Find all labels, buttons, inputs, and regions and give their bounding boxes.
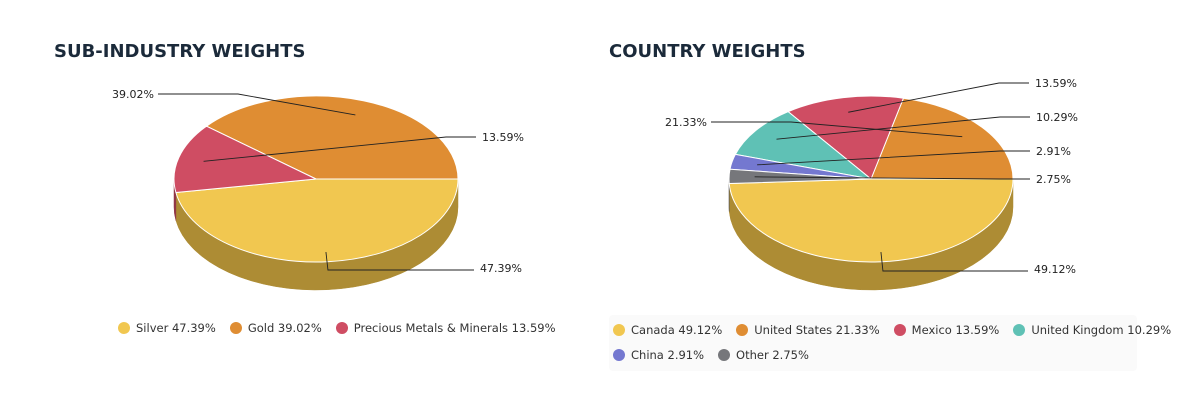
legend-item-china[interactable]: China 2.91% bbox=[613, 348, 704, 362]
connector-canada bbox=[880, 251, 1028, 272]
connector-precious-metals-minerals bbox=[203, 136, 476, 162]
pie-slice-gold[interactable] bbox=[205, 95, 459, 180]
country-title: COUNTRY WEIGHTS bbox=[609, 41, 806, 62]
legend-item-mexico[interactable]: Mexico 13.59% bbox=[893, 322, 1000, 337]
pie-data-labels: 47.39% 39.02% 13.59% bbox=[112, 88, 524, 275]
legend-label-mexico: Mexico 13.59% bbox=[911, 322, 1000, 337]
data-label-united-states: 21.33% bbox=[665, 116, 707, 129]
legend-label-other: Other 2.75% bbox=[736, 347, 809, 362]
data-label-mexico: 13.59% bbox=[1035, 77, 1077, 90]
data-label-precious-metals-minerals: 13.59% bbox=[482, 131, 524, 144]
country-panel: COUNTRY WEIGHTS 49.12% 21.33% 13.59% 10.29%… bbox=[555, 0, 1193, 404]
data-label-canada: 49.12% bbox=[1034, 263, 1076, 276]
data-label-silver: 47.39% bbox=[480, 262, 522, 275]
legend-dot-united-states bbox=[736, 323, 749, 336]
legend-label-china: China 2.91% bbox=[631, 347, 705, 362]
pie-slice-silver[interactable] bbox=[175, 178, 459, 263]
legend-item-united-states[interactable]: United States 21.33% bbox=[736, 322, 880, 337]
pie-slice-other[interactable] bbox=[728, 168, 872, 185]
legend-dot-china bbox=[613, 348, 625, 361]
connector-mexico bbox=[848, 82, 1029, 113]
legend-label-gold: Gold 39.02% bbox=[247, 320, 322, 335]
connector-silver bbox=[325, 251, 474, 271]
connector-united-kingdom bbox=[776, 116, 1030, 140]
legend-dot-other bbox=[718, 348, 731, 361]
country-legend: Canada 49.12% United States 21.33% Mexic… bbox=[609, 315, 1171, 371]
pie-slice-precious-metals-minerals[interactable] bbox=[173, 125, 317, 194]
sub-industry-title: SUB-INDUSTRY WEIGHTS bbox=[54, 41, 306, 62]
data-label-china: 2.91% bbox=[1036, 145, 1071, 158]
legend-item-canada[interactable]: Canada 49.12% bbox=[613, 323, 722, 337]
legend-dot-gold bbox=[229, 321, 242, 334]
legend-label-united-states: United States 21.33% bbox=[754, 322, 880, 337]
sub-industry-pie-chart: 47.39% 39.02% 13.59% bbox=[112, 88, 524, 291]
legend-dot-united-kingdom bbox=[1013, 323, 1026, 336]
pie-slice-canada[interactable] bbox=[728, 178, 1014, 263]
legend-label-canada: Canada 49.12% bbox=[631, 322, 723, 337]
sub-industry-legend: Silver 47.39% Gold 39.02% Precious Metal… bbox=[118, 315, 570, 340]
country-pie-chart: 49.12% 21.33% 13.59% 10.29% 2.91% 2.75% bbox=[665, 77, 1078, 291]
pie-slice-united-kingdom[interactable] bbox=[734, 111, 872, 180]
legend-label-silver: Silver 47.39% bbox=[136, 320, 216, 335]
data-label-gold: 39.02% bbox=[112, 88, 154, 101]
data-label-other: 2.75% bbox=[1036, 173, 1071, 186]
legend-dot-precious-metals bbox=[335, 321, 348, 334]
connector-china bbox=[757, 150, 1030, 166]
legend-label-united-kingdom: United Kingdom 10.29% bbox=[1031, 322, 1172, 337]
legend-dot-canada bbox=[613, 323, 625, 336]
legend-dot-silver bbox=[118, 321, 130, 334]
data-label-united-kingdom: 10.29% bbox=[1036, 111, 1078, 124]
pie-slice-united-states[interactable] bbox=[870, 97, 1014, 180]
sub-industry-panel: SUB-INDUSTRY WEIGHTS 47.39% 39.02% 13.59% … bbox=[0, 0, 560, 404]
legend-item-united-kingdom[interactable]: United Kingdom 10.29% bbox=[1013, 323, 1171, 337]
legend-dot-mexico bbox=[893, 323, 906, 336]
connector-other bbox=[754, 176, 1030, 180]
connector-united-states bbox=[711, 121, 963, 138]
pie-slices bbox=[728, 95, 1014, 263]
pie-slices bbox=[173, 95, 459, 263]
connector-gold bbox=[158, 93, 356, 116]
legend-item-precious-metals[interactable]: Precious Metals & Minerals 13.59% bbox=[335, 320, 556, 335]
legend-item-gold[interactable]: Gold 39.02% bbox=[229, 320, 322, 335]
legend-item-other[interactable]: Other 2.75% bbox=[718, 348, 809, 362]
legend-label-precious-metals: Precious Metals & Minerals 13.59% bbox=[353, 320, 556, 335]
pie-data-labels: 49.12% 21.33% 13.59% 10.29% 2.91% 2.75% bbox=[665, 77, 1078, 276]
legend-item-silver[interactable]: Silver 47.39% bbox=[118, 321, 216, 335]
